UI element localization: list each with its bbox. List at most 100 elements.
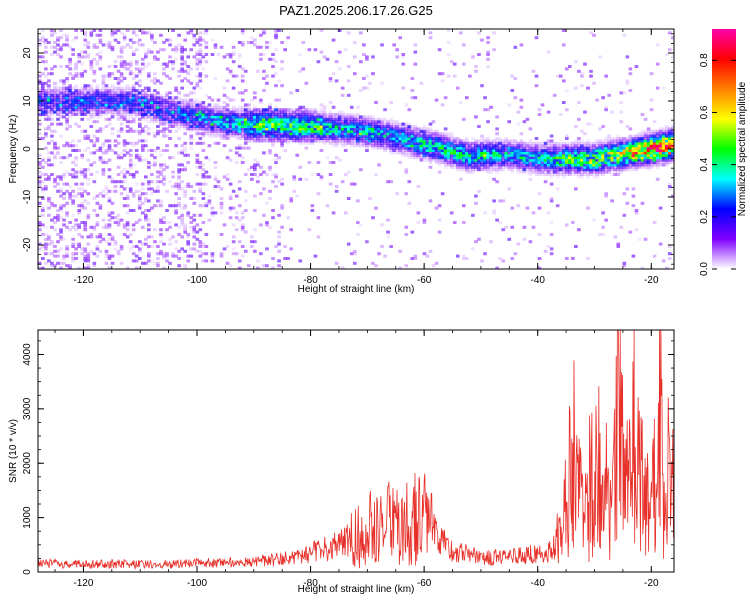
heatmap-cell (68, 115, 72, 119)
heatmap-cell (95, 84, 100, 88)
heatmap-cell (147, 108, 151, 112)
heatmap-cell (628, 72, 633, 76)
heatmap-cell (319, 50, 324, 54)
heatmap-cell (552, 163, 557, 167)
heatmap-cell (195, 113, 200, 116)
heatmap-cell (219, 137, 224, 140)
heatmap-cell (213, 120, 218, 124)
heatmap-cell (159, 149, 163, 152)
heatmap-cell (204, 127, 209, 131)
heatmap-cell (507, 187, 512, 191)
heatmap-cell (637, 153, 642, 157)
heatmap-cell (634, 168, 639, 172)
heatmap-cell (77, 108, 81, 112)
heatmap-cell (65, 245, 69, 248)
heatmap-cell (53, 221, 57, 224)
heatmap-cell (68, 185, 72, 188)
heatmap-cell (144, 101, 148, 104)
heatmap-cell (661, 127, 666, 131)
heatmap-cell (413, 43, 418, 47)
heatmap-cell (259, 120, 263, 124)
heatmap-cell (468, 158, 472, 162)
heatmap-cell (113, 185, 118, 188)
heatmap-cell (280, 117, 284, 121)
heatmap-cell (110, 211, 115, 215)
heatmap-cell (210, 122, 215, 126)
heatmap-cell (122, 98, 127, 102)
heatmap-cell (156, 91, 160, 95)
heatmap-cell (610, 199, 615, 203)
heatmap-cell (380, 141, 384, 145)
heatmap-cell (631, 194, 636, 198)
heatmap-cell (131, 89, 136, 92)
heatmap-cell (83, 137, 88, 140)
heatmap-cell (422, 153, 427, 157)
heatmap-cell (107, 168, 112, 172)
heatmap-cell (589, 163, 593, 167)
heatmap-cell (646, 149, 651, 152)
heatmap-cell (80, 55, 85, 59)
heatmap-cell (398, 127, 403, 131)
heatmap-cell (455, 86, 460, 90)
heatmap-cell (398, 129, 403, 133)
heatmap-cell (131, 117, 136, 121)
heatmap-cell (574, 139, 578, 143)
heatmap-cell (195, 156, 200, 160)
heatmap-cell (365, 125, 369, 128)
heatmap-cell (159, 81, 163, 85)
heatmap-cell (349, 129, 354, 133)
heatmap-cell (571, 144, 575, 148)
heatmap-cell (661, 149, 666, 152)
heatmap-cell (180, 151, 184, 155)
heatmap-cell (50, 45, 54, 49)
heatmap-cell (207, 122, 212, 126)
heatmap-cell (80, 168, 85, 172)
heatmap-cell (289, 113, 293, 116)
heatmap-cell (307, 141, 312, 145)
heatmap-cell (407, 127, 412, 131)
heatmap-cell (564, 153, 569, 157)
heatmap-cell (116, 223, 121, 227)
heatmap-cell (555, 151, 560, 155)
heatmap-cell (661, 137, 666, 140)
heatmap-cell (407, 108, 412, 112)
heatmap-cell (546, 146, 551, 150)
heatmap-cell (592, 146, 596, 150)
heatmap-cell (637, 158, 642, 162)
heatmap-cell (95, 108, 100, 112)
heatmap-cell (395, 48, 399, 52)
heatmap-cell (649, 151, 654, 155)
heatmap-cell (549, 153, 554, 157)
heatmap-cell (107, 96, 112, 100)
heatmap-cell (489, 146, 493, 150)
heatmap-cell (428, 158, 433, 162)
heatmap-cell (289, 247, 293, 251)
heatmap-cell (125, 67, 130, 71)
heatmap-cell (186, 161, 191, 164)
heatmap-cell (134, 129, 139, 133)
heatmap-cell (171, 105, 175, 109)
heatmap-cell (401, 137, 406, 140)
heatmap-cell (628, 156, 633, 160)
heatmap-cell (131, 91, 136, 95)
heatmap-cell (198, 74, 203, 78)
heatmap-cell (174, 117, 178, 121)
heatmap-cell (162, 266, 166, 269)
heatmap-cell (325, 137, 330, 140)
heatmap-cell (86, 252, 91, 256)
heatmap-cell (504, 146, 509, 150)
spectrogram-y-tick-label: -20 (22, 237, 33, 252)
heatmap-cell (153, 134, 157, 138)
heatmap-cell (543, 170, 548, 174)
heatmap-cell (180, 120, 184, 124)
heatmap-cell (465, 158, 469, 162)
heatmap-cell (528, 168, 533, 172)
heatmap-cell (198, 189, 203, 193)
heatmap-cell (313, 120, 318, 124)
heatmap-cell (92, 228, 97, 232)
heatmap-cell (44, 105, 48, 109)
heatmap-cell (134, 110, 139, 114)
heatmap-cell (670, 132, 674, 136)
heatmap-cell (140, 29, 145, 32)
heatmap-cell (498, 221, 502, 224)
